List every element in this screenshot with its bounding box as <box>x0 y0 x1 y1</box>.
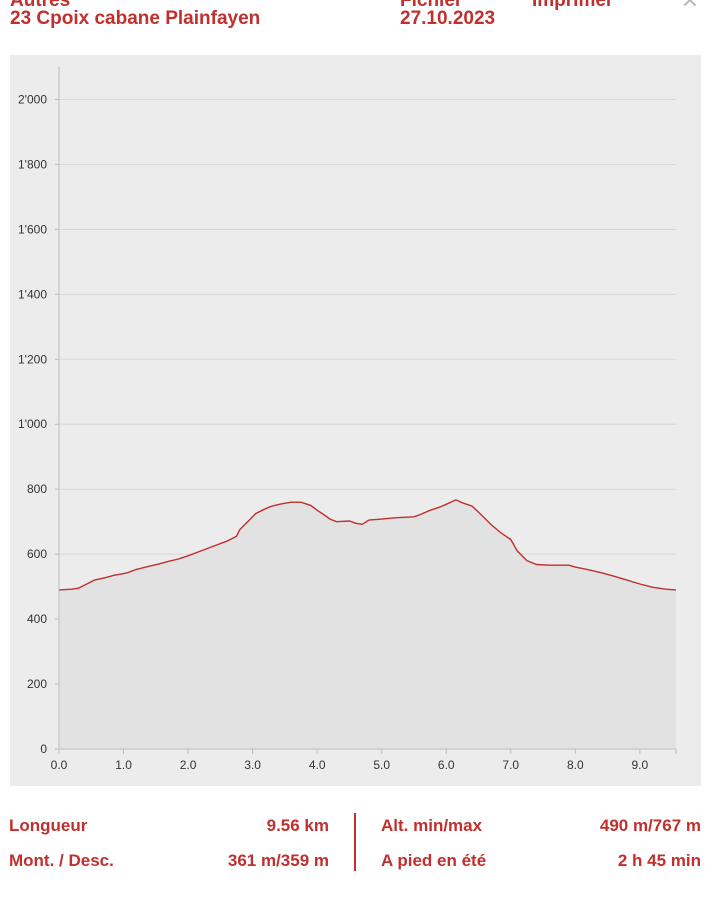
y-tick-label: 1'400 <box>18 287 47 301</box>
x-tick-label: 9.0 <box>632 758 649 772</box>
file-link[interactable]: Fichier <box>400 0 463 11</box>
x-tick-label: 0.0 <box>51 758 68 772</box>
ascent-descent-label: Mont. / Desc. <box>9 851 114 870</box>
x-tick-label: 4.0 <box>309 758 326 772</box>
header: Autres Fichier Imprimer ✕ 23 Cpoix caban… <box>0 0 713 40</box>
route-title: 23 Cpoix cabane Plainfayen <box>10 8 261 29</box>
ascent-descent-value: 361 m/359 m <box>227 851 329 870</box>
y-tick-label: 1'600 <box>18 222 47 236</box>
y-tick-label: 800 <box>27 482 47 496</box>
y-tick-label: 1'000 <box>18 417 47 431</box>
route-date: 27.10.2023 <box>400 8 496 29</box>
x-tick-label: 6.0 <box>438 758 455 772</box>
elevation-chart-svg: 0 200 400 600 800 1'000 1'200 1'400 1'600 1'800 2'… <box>18 67 677 772</box>
y-tick-label: 600 <box>27 547 47 561</box>
walking-time-value: 2 h 45 min <box>617 851 701 870</box>
walking-time-label: A pied en été <box>381 851 487 870</box>
y-tick-label: 400 <box>27 612 47 626</box>
print-link[interactable]: Imprimer <box>532 0 614 11</box>
elevation-area <box>59 499 676 749</box>
route-stats: Longueur 9.56 km Mont. / Desc. 361 m/359… <box>0 805 713 885</box>
y-tick-label: 1'200 <box>18 352 47 366</box>
altitude-value: 490 m/767 m <box>599 816 701 835</box>
elevation-profile-chart: 0 200 400 600 800 1'000 1'200 1'400 1'600 1'800 2'… <box>10 55 701 786</box>
length-value: 9.56 km <box>266 816 329 835</box>
elevation-line <box>58 499 677 591</box>
stats-divider <box>354 813 356 871</box>
x-tick-label: 7.0 <box>502 758 519 772</box>
y-tick-label: 2'000 <box>18 92 47 106</box>
y-tick-label: 200 <box>27 677 47 691</box>
x-tick-label: 1.0 <box>115 758 132 772</box>
x-tick-label: 3.0 <box>244 758 261 772</box>
y-tick-label: 1'800 <box>18 157 47 171</box>
category-label: Autres <box>10 0 71 11</box>
x-tick-label: 5.0 <box>373 758 390 772</box>
altitude-label: Alt. min/max <box>381 816 483 835</box>
x-tick-label: 2.0 <box>180 758 197 772</box>
close-icon[interactable]: ✕ <box>680 0 699 13</box>
x-tick-label: 8.0 <box>567 758 584 772</box>
length-label: Longueur <box>9 816 88 835</box>
y-tick-label: 0 <box>40 742 47 756</box>
